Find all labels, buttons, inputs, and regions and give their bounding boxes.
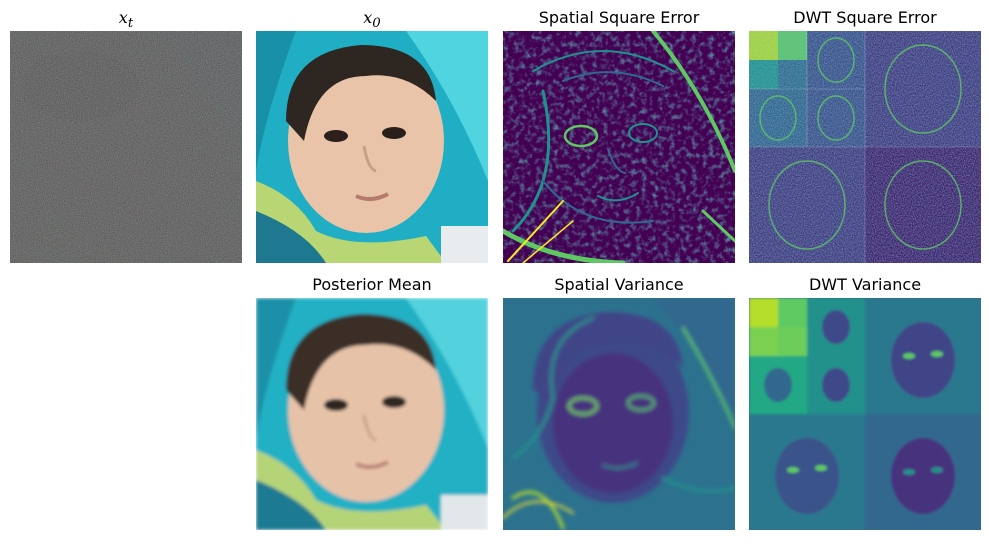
x0-symbol: x [363,8,373,27]
dwt-variance-heatmap [749,298,981,530]
noisy-input-image [10,31,242,263]
spatial-square-error-heatmap [503,31,735,263]
dwt-square-error-title: DWT Square Error [793,8,937,27]
xt-symbol: x [118,8,128,27]
dwt-variance-title: DWT Variance [808,275,922,294]
xt-title: xt [10,8,242,34]
x0-title: x0 [256,8,488,34]
spatial-square-error-title: Spatial Square Error [538,8,700,27]
dwt-square-error-heatmap [749,31,981,263]
posterior-mean-title: Posterior Mean [312,275,432,294]
spatial-variance-title: Spatial Variance [554,275,684,294]
clean-baby-photo [256,31,488,263]
x0-subscript: 0 [372,16,381,32]
spatial-variance-heatmap [503,298,735,530]
xt-subscript: t [127,16,134,32]
posterior-mean-photo [256,298,488,530]
